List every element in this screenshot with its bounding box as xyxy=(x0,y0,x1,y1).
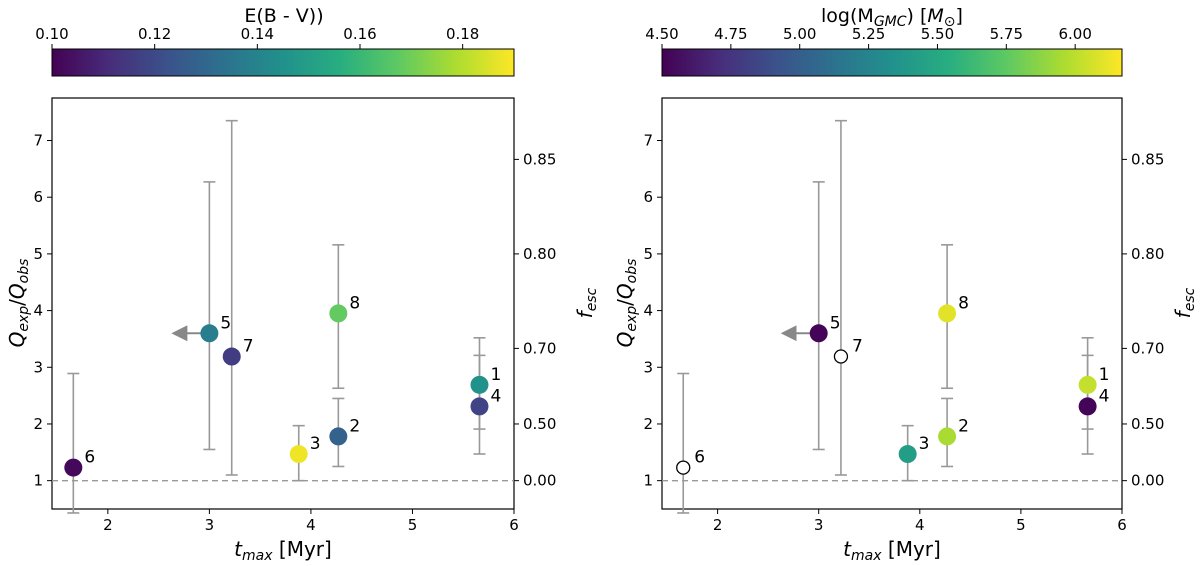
y-tick-label: 4 xyxy=(643,302,653,320)
x-axis-label: tmax [Myr] xyxy=(843,537,941,564)
y2-tick-label: 0.70 xyxy=(523,339,556,357)
y2-tick-label: 0.70 xyxy=(1131,339,1164,357)
data-point xyxy=(1078,397,1097,416)
colorbar-ticks: 0.10 0.12 0.14 0.16 0.18 xyxy=(35,25,479,49)
y-tick-label: 6 xyxy=(643,188,653,206)
colorbar-tick-label: 0.12 xyxy=(138,25,171,43)
colorbar-label: log(MGMC) [M⊙] xyxy=(821,5,963,30)
y2-axis-label: fesc xyxy=(573,287,600,318)
x-tick-label: 3 xyxy=(205,516,215,534)
y2-tick-label: 0.00 xyxy=(523,472,556,490)
data-point xyxy=(938,304,957,323)
colorbar-tick-label: 0.14 xyxy=(241,25,274,43)
axis-ticks: 2 3 4 5 6 1 2 3 4 5 6 7 0.00 0.50 0.70 0.80 0.85 xyxy=(33,132,556,534)
y2-tick-label: 0.50 xyxy=(1131,415,1164,433)
colorbar-ticks: 4.50 4.75 5.00 5.25 5.50 5.75 6.00 xyxy=(645,25,1092,49)
data-point xyxy=(809,324,828,343)
point-label: 1 xyxy=(1099,365,1110,385)
data-point xyxy=(64,458,83,477)
x-tick-label: 6 xyxy=(1117,516,1127,534)
data-point xyxy=(470,397,489,416)
y2-tick-label: 0.85 xyxy=(1131,150,1164,168)
point-label: 7 xyxy=(852,337,863,357)
point-label: 2 xyxy=(349,416,360,436)
plot-area xyxy=(661,97,1123,510)
colorbar-label: E(B - V)) xyxy=(244,5,323,27)
point-label: 6 xyxy=(84,448,95,468)
x-tick-label: 4 xyxy=(306,516,316,534)
point-label: 5 xyxy=(830,313,841,333)
data-point xyxy=(289,445,308,464)
x-tick-label: 5 xyxy=(1016,516,1026,534)
point-label: 5 xyxy=(220,313,231,333)
colorbar-tick-label: 5.75 xyxy=(990,25,1023,43)
data-point xyxy=(329,427,348,446)
plot-area xyxy=(51,97,515,510)
colorbar-tick-label: 4.75 xyxy=(714,25,747,43)
x-tick-label: 2 xyxy=(103,516,113,534)
y-tick-label: 5 xyxy=(643,245,653,263)
data-point xyxy=(222,347,241,366)
data-point xyxy=(1078,375,1097,394)
colorbar-tick-label: 5.50 xyxy=(921,25,954,43)
y-tick-label: 4 xyxy=(33,302,43,320)
y-tick-label: 7 xyxy=(33,132,43,150)
axis-ticks: 2 3 4 5 6 1 2 3 4 5 6 7 0.00 0.50 0.70 0.80 0.85 xyxy=(643,132,1164,534)
y-tick-label: 6 xyxy=(33,188,43,206)
colorbar xyxy=(51,48,515,77)
point-label: 6 xyxy=(694,448,705,468)
y-tick-label: 5 xyxy=(33,245,43,263)
colorbar-tick-label: 5.00 xyxy=(783,25,816,43)
y2-tick-label: 0.80 xyxy=(1131,245,1164,263)
x-tick-label: 5 xyxy=(408,516,418,534)
y-tick-label: 3 xyxy=(33,358,43,376)
x-tick-label: 4 xyxy=(915,516,925,534)
y2-axis-label: fesc xyxy=(1171,287,1198,318)
data-marks: 1 2 3 4 5 6 7 8 xyxy=(52,119,514,514)
y2-tick-label: 0.85 xyxy=(523,150,556,168)
x-axis-label: tmax [Myr] xyxy=(234,537,332,564)
colorbar-tick-label: 0.18 xyxy=(446,25,479,43)
point-label: 7 xyxy=(243,337,254,357)
point-label: 8 xyxy=(958,293,969,313)
point-label: 4 xyxy=(1099,386,1110,406)
y-tick-label: 2 xyxy=(643,415,653,433)
point-label: 1 xyxy=(490,365,501,385)
colorbar-tick-label: 6.00 xyxy=(1058,25,1091,43)
x-tick-label: 6 xyxy=(509,516,519,534)
y-tick-label: 1 xyxy=(33,472,43,490)
colorbar-tick-label: 5.25 xyxy=(852,25,885,43)
y-axis-label: Qexp/Qobs xyxy=(613,259,640,348)
data-point xyxy=(676,460,691,475)
x-tick-label: 2 xyxy=(713,516,723,534)
data-point xyxy=(938,427,957,446)
point-label: 3 xyxy=(919,434,930,454)
left-panel: E(B - V)) 0.10 0.12 0.14 0.16 0.18 2 3 4 5 6 1 2 3 4… xyxy=(5,5,600,564)
point-label: 3 xyxy=(310,434,321,454)
point-label: 2 xyxy=(958,416,969,436)
point-label: 8 xyxy=(349,293,360,313)
y-tick-label: 2 xyxy=(33,415,43,433)
colorbar xyxy=(661,48,1123,77)
data-marks: 1 2 3 4 5 6 7 8 xyxy=(662,119,1122,514)
data-point xyxy=(898,445,917,464)
right-panel: log(MGMC) [M⊙] 4.50 4.75 5.00 5.25 5.50 5.75 6… xyxy=(613,5,1198,564)
colorbar-tick-label: 0.16 xyxy=(343,25,376,43)
point-label: 4 xyxy=(490,386,501,406)
y-tick-label: 3 xyxy=(643,358,653,376)
y-tick-label: 7 xyxy=(643,132,653,150)
y2-tick-label: 0.80 xyxy=(523,245,556,263)
y2-tick-label: 0.50 xyxy=(523,415,556,433)
data-point xyxy=(200,324,219,343)
colorbar-tick-label: 4.50 xyxy=(645,25,678,43)
data-point xyxy=(833,349,849,364)
y-tick-label: 1 xyxy=(643,472,653,490)
y2-tick-label: 0.00 xyxy=(1131,472,1164,490)
data-point xyxy=(470,375,489,394)
colorbar-tick-label: 0.10 xyxy=(35,25,68,43)
y-axis-label: Qexp/Qobs xyxy=(5,259,32,348)
data-point xyxy=(329,304,348,323)
x-tick-label: 3 xyxy=(814,516,824,534)
